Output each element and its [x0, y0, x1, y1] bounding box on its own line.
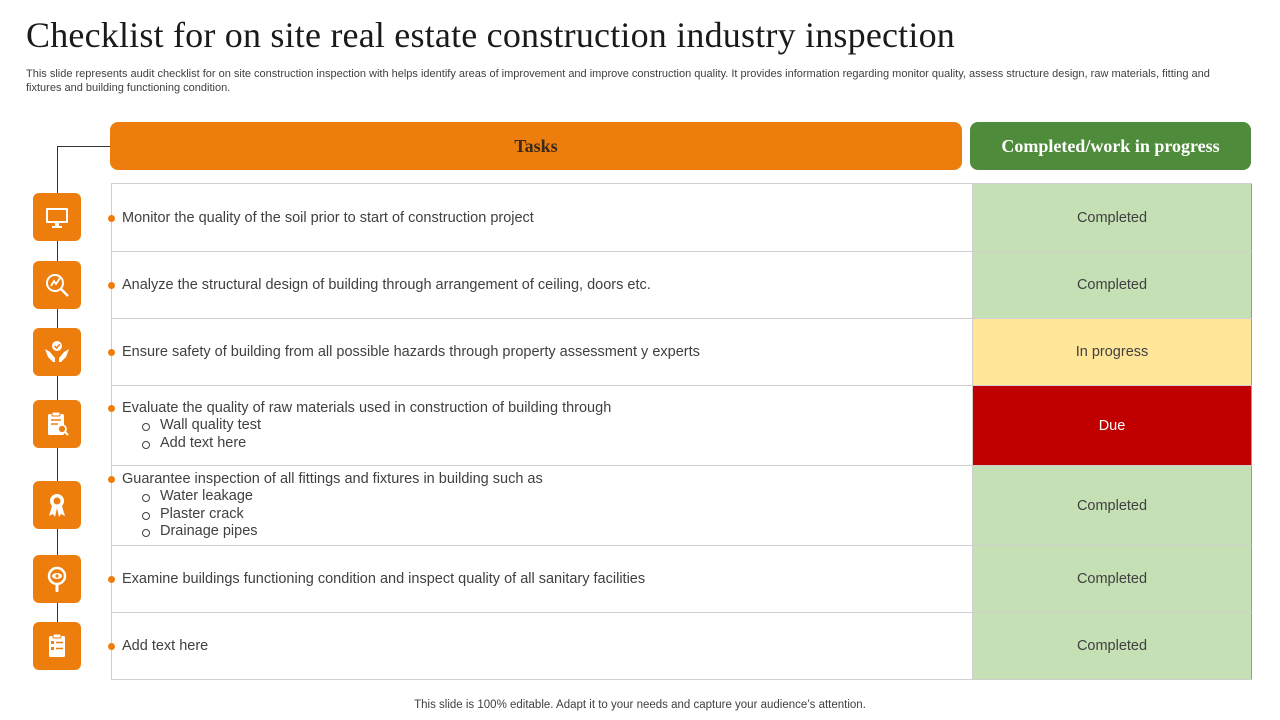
status-header: Completed/work in progress [970, 122, 1251, 170]
table-row: Analyze the structural design of buildin… [108, 252, 1252, 319]
checklist-icon [33, 622, 81, 670]
sub-list: Wall quality test Add text here [122, 417, 972, 452]
sub-item: Water leakage [140, 488, 972, 506]
sub-item: Drainage pipes [140, 523, 972, 541]
task-cell: Add text here [108, 613, 973, 679]
connector-line [57, 146, 110, 147]
table-row: Add text here Completed [108, 613, 1252, 680]
task-cell: Ensure safety of building from all possi… [108, 319, 973, 385]
task-cell: Examine buildings functioning condition … [108, 546, 973, 612]
task-text: Ensure safety of building from all possi… [108, 343, 972, 361]
task-cell: Guarantee inspection of all fittings and… [108, 466, 973, 545]
task-text: Evaluate the quality of raw materials us… [108, 399, 972, 417]
task-text: Analyze the structural design of buildin… [108, 276, 972, 294]
clipboard-search-icon [33, 400, 81, 448]
table-row: Monitor the quality of the soil prior to… [108, 184, 1252, 252]
task-text: Add text here [108, 637, 972, 655]
monitor-icon [33, 193, 81, 241]
status-cell: Completed [973, 184, 1252, 251]
task-cell: Monitor the quality of the soil prior to… [108, 184, 973, 251]
page-title: Checklist for on site real estate constr… [26, 15, 955, 55]
task-text: Monitor the quality of the soil prior to… [108, 209, 972, 227]
table-row: Ensure safety of building from all possi… [108, 319, 1252, 386]
sub-item: Wall quality test [140, 417, 972, 435]
status-cell: Completed [973, 252, 1252, 318]
task-text: Examine buildings functioning condition … [108, 570, 972, 588]
table-row: Guarantee inspection of all fittings and… [108, 466, 1252, 546]
table-row: Examine buildings functioning condition … [108, 546, 1252, 613]
status-cell: Completed [973, 613, 1252, 679]
sub-list: Water leakage Plaster crack Drainage pip… [122, 488, 972, 541]
status-cell: Due [973, 386, 1252, 465]
footer-note: This slide is 100% editable. Adapt it to… [414, 699, 866, 711]
status-cell: In progress [973, 319, 1252, 385]
sub-item: Add text here [140, 435, 972, 453]
task-text: Guarantee inspection of all fittings and… [108, 470, 972, 488]
award-badge-icon [33, 481, 81, 529]
status-cell: Completed [973, 546, 1252, 612]
status-cell: Completed [973, 466, 1252, 545]
connector-line [57, 146, 58, 646]
page-subtitle: This slide represents audit checklist fo… [26, 68, 1210, 94]
sub-item: Plaster crack [140, 506, 972, 524]
task-cell: Analyze the structural design of buildin… [108, 252, 973, 318]
tasks-header: Tasks [110, 122, 962, 170]
task-cell: Evaluate the quality of raw materials us… [108, 386, 973, 465]
hands-safety-icon [33, 328, 81, 376]
magnifier-eye-icon [33, 555, 81, 603]
table-row: Evaluate the quality of raw materials us… [108, 386, 1252, 466]
checklist-table: Monitor the quality of the soil prior to… [108, 183, 1252, 680]
design-analysis-icon [33, 261, 81, 309]
